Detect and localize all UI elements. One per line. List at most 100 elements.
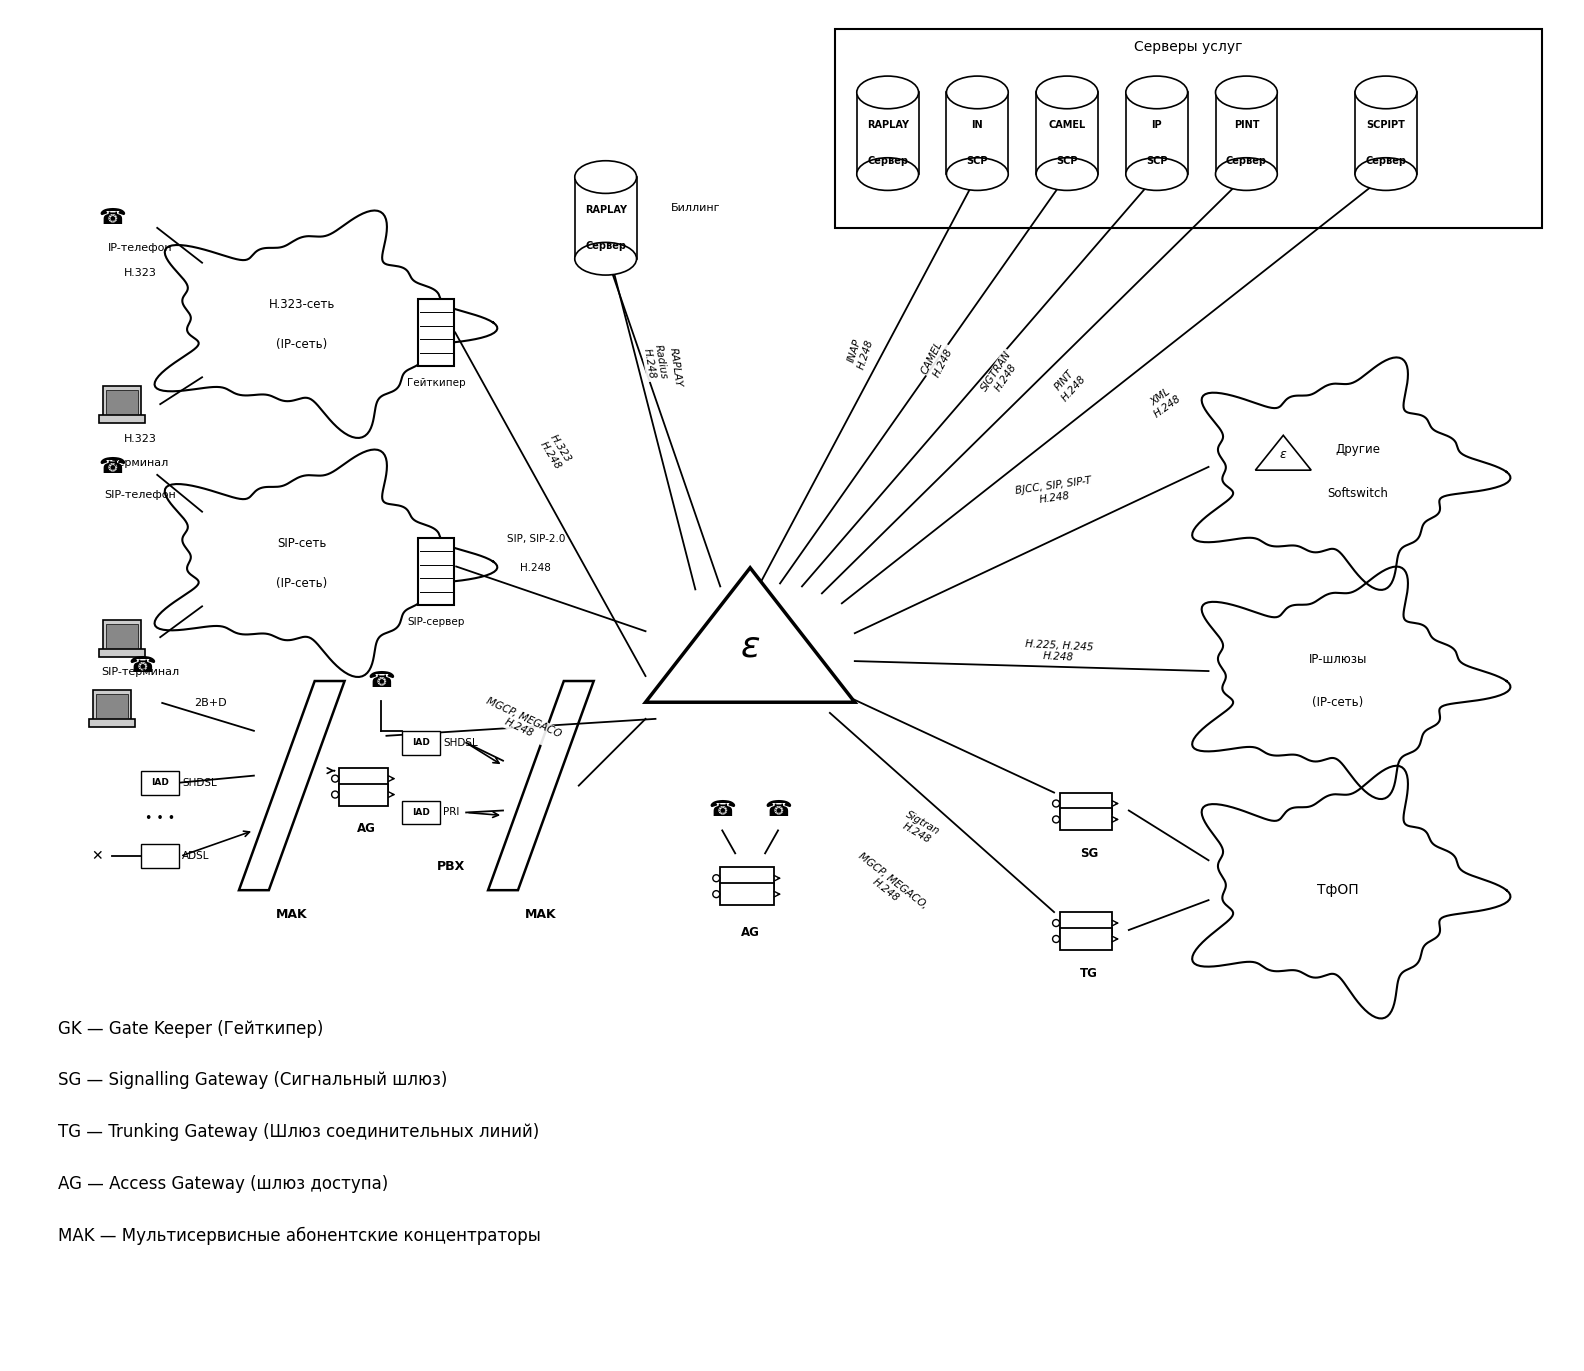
Text: BJCC, SIP, SIP-T
H.248: BJCC, SIP, SIP-T H.248 (1015, 476, 1093, 507)
Text: SIP-телефон: SIP-телефон (105, 489, 176, 500)
Text: PRI: PRI (444, 808, 459, 817)
Text: PINT
H.248: PINT H.248 (1050, 366, 1087, 403)
Ellipse shape (575, 160, 637, 193)
Text: RAPLAY: RAPLAY (866, 121, 909, 130)
Text: H.323: H.323 (124, 435, 157, 444)
Text: MGCP, MEGACO
H.248: MGCP, MEGACO H.248 (480, 696, 562, 750)
Text: IN: IN (971, 121, 984, 130)
Bar (106, 624, 138, 648)
Text: SHDSL: SHDSL (444, 738, 478, 747)
Text: IAD: IAD (152, 779, 169, 787)
Text: Сервер: Сервер (1365, 156, 1407, 166)
Text: SCP: SCP (966, 156, 988, 166)
Bar (103, 387, 141, 417)
Text: TG — Trunking Gateway (Шлюз соединительных линий): TG — Trunking Gateway (Шлюз соединительн… (57, 1123, 539, 1141)
Text: MAK: MAK (524, 908, 556, 921)
Ellipse shape (1036, 158, 1098, 191)
Text: Гейткипер: Гейткипер (407, 378, 466, 388)
Circle shape (1053, 801, 1060, 808)
Text: SIGTRAN
H.248: SIGTRAN H.248 (979, 350, 1023, 399)
Ellipse shape (857, 158, 919, 191)
Ellipse shape (947, 158, 1009, 191)
Ellipse shape (1036, 75, 1098, 108)
Text: Sigtran
H.248: Sigtran H.248 (898, 810, 941, 847)
Text: H.323-сеть: H.323-сеть (269, 298, 334, 311)
Ellipse shape (575, 243, 637, 276)
Text: XML
H.248: XML H.248 (1145, 384, 1183, 420)
Bar (106, 391, 138, 414)
Text: SCP: SCP (1145, 156, 1167, 166)
Text: AG — Access Gateway (шлюз доступа): AG — Access Gateway (шлюз доступа) (57, 1175, 388, 1193)
Polygon shape (1193, 566, 1511, 799)
Bar (721, 868, 775, 890)
Bar (1060, 912, 1112, 934)
Text: PBX: PBX (437, 860, 466, 873)
Text: SIP-сеть: SIP-сеть (277, 537, 326, 550)
Text: GK — Gate Keeper (Гейткипер): GK — Gate Keeper (Гейткипер) (57, 1020, 323, 1038)
Text: AG: AG (356, 823, 375, 835)
Ellipse shape (947, 75, 1009, 108)
Text: RAPLAY: RAPLAY (668, 347, 683, 388)
Polygon shape (155, 211, 497, 437)
Text: CAMEL
H.248: CAMEL H.248 (920, 340, 955, 381)
Text: H.323
H.248: H.323 H.248 (539, 433, 573, 470)
Text: Softswitch: Softswitch (1327, 487, 1389, 500)
Text: TG: TG (1080, 967, 1098, 980)
Polygon shape (155, 450, 497, 677)
Text: SCP: SCP (1057, 156, 1077, 166)
Text: ТфОП: ТфОП (1318, 883, 1359, 897)
Text: терминал: терминал (111, 458, 169, 468)
Text: ☎: ☎ (128, 657, 157, 676)
Text: CAMEL: CAMEL (1049, 121, 1085, 130)
Text: (IP-сеть): (IP-сеть) (276, 577, 328, 590)
Text: ADSL: ADSL (182, 851, 209, 861)
Text: SIP, SIP-2.0: SIP, SIP-2.0 (507, 533, 565, 543)
Text: Сервер: Сервер (1226, 156, 1267, 166)
Bar (1060, 809, 1112, 831)
Circle shape (713, 875, 719, 882)
Bar (1036, 92, 1098, 174)
Text: IAD: IAD (412, 738, 431, 747)
Ellipse shape (1215, 75, 1277, 108)
Bar (1354, 92, 1416, 174)
Bar (93, 690, 131, 721)
Bar (100, 648, 146, 657)
Polygon shape (1193, 766, 1511, 1019)
Bar (100, 415, 146, 424)
Bar (1126, 92, 1188, 174)
Bar (89, 718, 135, 727)
Ellipse shape (1126, 158, 1188, 191)
Circle shape (331, 791, 339, 798)
Ellipse shape (857, 75, 919, 108)
Ellipse shape (1215, 158, 1277, 191)
Polygon shape (646, 568, 855, 702)
Text: ☎: ☎ (367, 670, 396, 691)
Text: Radius
H.248: Radius H.248 (642, 343, 668, 381)
Text: $\varepsilon$: $\varepsilon$ (740, 629, 760, 664)
Text: RAPLAY: RAPLAY (584, 204, 627, 215)
Circle shape (713, 891, 719, 898)
Text: INAP
H.248: INAP H.248 (844, 335, 874, 370)
Text: ☎: ☎ (98, 457, 127, 477)
Bar (141, 845, 179, 868)
Polygon shape (239, 681, 345, 890)
Text: • • •: • • • (146, 812, 176, 825)
Text: SCPIPT: SCPIPT (1367, 121, 1405, 130)
Text: SG — Signalling Gateway (Сигнальный шлюз): SG — Signalling Gateway (Сигнальный шлюз… (57, 1071, 447, 1090)
Text: Сервер: Сервер (866, 156, 908, 166)
Text: Сервер: Сервер (584, 241, 626, 251)
Circle shape (1053, 920, 1060, 927)
Ellipse shape (1126, 75, 1188, 108)
Circle shape (331, 775, 339, 781)
Bar (402, 731, 440, 754)
Text: IP: IP (1152, 121, 1163, 130)
Ellipse shape (1354, 158, 1416, 191)
Text: AG: AG (741, 925, 760, 939)
Bar (835, 29, 1543, 228)
Polygon shape (488, 681, 594, 890)
Text: ✕: ✕ (92, 849, 103, 864)
Text: MGCP, MEGACO,
H.248: MGCP, MEGACO, H.248 (849, 850, 930, 920)
Circle shape (1053, 935, 1060, 942)
Bar (857, 92, 919, 174)
Text: ☎: ☎ (708, 801, 737, 820)
